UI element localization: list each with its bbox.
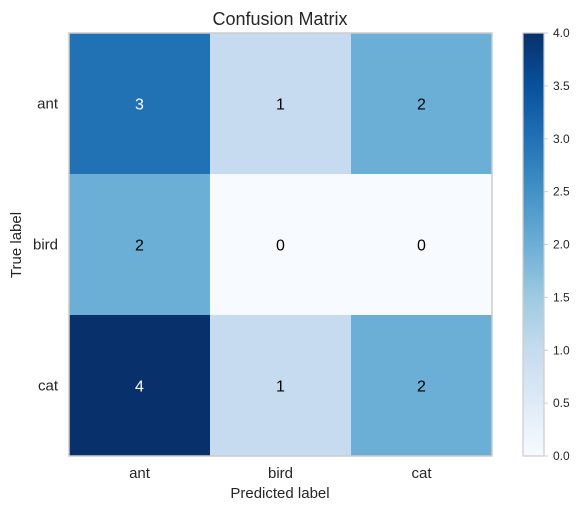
heatmap-cell-cat-cat	[351, 315, 493, 457]
y-tick-label: bird	[33, 237, 58, 254]
chart-title: Confusion Matrix	[212, 9, 347, 29]
x-tick-label: cat	[411, 465, 432, 482]
cell-value-label: 2	[417, 97, 426, 114]
cell-value-label: 2	[417, 379, 426, 396]
heatmap-cell-bird-ant	[69, 174, 211, 316]
cell-value-label: 1	[276, 97, 285, 114]
colorbar	[523, 33, 544, 456]
y-tick-label: cat	[38, 378, 59, 395]
colorbar-tick-label: 1.0	[553, 343, 570, 357]
x-tick-label: bird	[268, 465, 293, 482]
heatmap-cell-bird-bird	[210, 174, 352, 316]
heatmap-cell-cat-bird	[210, 315, 352, 457]
cell-value-label: 0	[276, 238, 285, 255]
colorbar-tick-label: 4.0	[553, 26, 570, 40]
colorbar-tick-label: 2.0	[553, 238, 570, 252]
y-tick-labels: ant bird cat	[33, 96, 59, 395]
colorbar-tick-label: 3.5	[553, 79, 570, 93]
x-tick-label: ant	[129, 465, 151, 482]
y-axis-label: True label	[8, 212, 25, 278]
cell-value-labels: 3 1 2 2 0 0 4 1 2	[135, 97, 426, 396]
heatmap-cell-ant-cat	[351, 33, 493, 175]
heatmap-cell-cat-ant	[69, 315, 211, 457]
plot-frame	[68, 32, 493, 457]
heatmap-cell-ant-ant	[69, 33, 211, 175]
heatmap-cell-ant-bird	[210, 33, 352, 175]
colorbar-tick-label: 1.5	[553, 290, 570, 304]
cell-value-label: 0	[417, 238, 426, 255]
x-tick-labels: ant bird cat	[129, 465, 432, 482]
cell-value-label: 1	[276, 379, 285, 396]
colorbar-tick-label: 0.5	[553, 396, 570, 410]
x-axis-label: Predicted label	[230, 485, 329, 502]
heatmap-cell-bird-cat	[351, 174, 493, 316]
colorbar-tick-labels: 0.0 0.5 1.0 1.5 2.0 2.5 3.0 3.5 4.0	[544, 26, 570, 463]
cell-value-label: 2	[135, 238, 144, 255]
heatmap-cells	[69, 33, 493, 457]
y-tick-label: ant	[37, 96, 59, 113]
cell-value-label: 3	[135, 97, 144, 114]
cell-value-label: 4	[135, 379, 144, 396]
colorbar-tick-label: 3.0	[553, 132, 570, 146]
colorbar-tick-label: 2.5	[553, 185, 570, 199]
colorbar-tick-label: 0.0	[553, 449, 570, 463]
